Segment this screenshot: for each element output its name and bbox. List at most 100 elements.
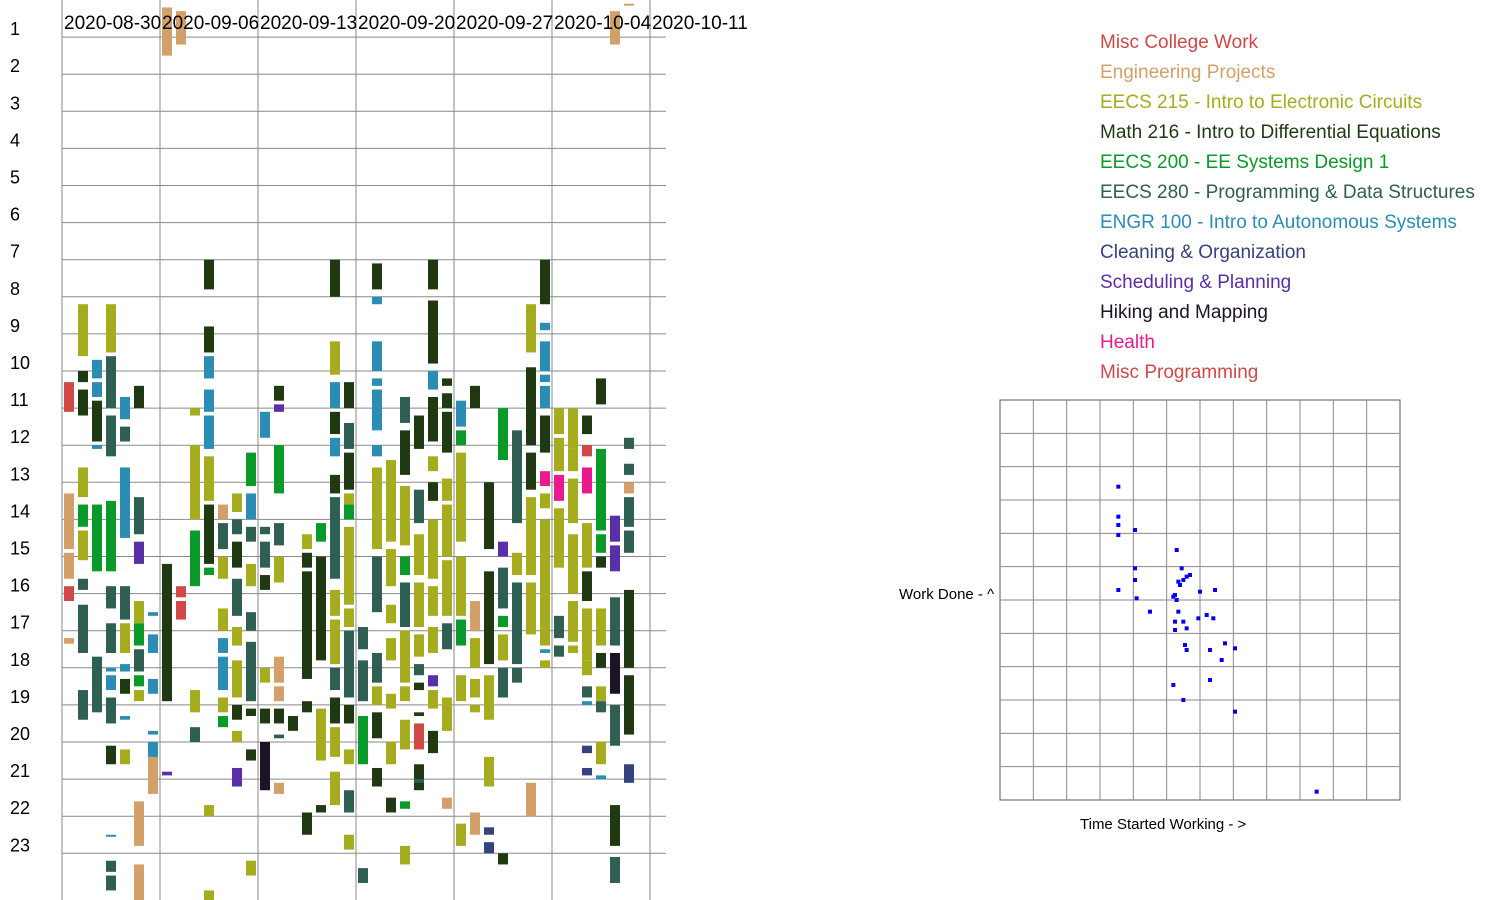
activity-block bbox=[246, 641, 256, 702]
hour-label: 4 bbox=[10, 130, 20, 150]
activity-block bbox=[232, 578, 242, 616]
activity-block bbox=[414, 723, 424, 750]
activity-block bbox=[442, 504, 452, 557]
activity-block bbox=[582, 467, 592, 494]
scatter-point bbox=[1198, 589, 1202, 594]
activity-block bbox=[512, 552, 522, 576]
activity-block bbox=[428, 396, 438, 442]
activity-block bbox=[218, 697, 228, 713]
activity-block bbox=[610, 805, 620, 846]
activity-block bbox=[568, 645, 578, 653]
activity-block bbox=[78, 578, 88, 590]
activity-block bbox=[386, 549, 396, 587]
activity-block bbox=[218, 716, 228, 728]
hour-label: 12 bbox=[10, 427, 30, 447]
scatter-point bbox=[1173, 593, 1177, 597]
activity-block bbox=[540, 415, 550, 453]
activity-block bbox=[64, 493, 74, 550]
activity-block bbox=[610, 597, 620, 646]
activity-block bbox=[372, 686, 382, 705]
activity-block bbox=[582, 745, 592, 754]
activity-block bbox=[414, 534, 424, 576]
scatter-point bbox=[1181, 619, 1186, 624]
legend-item: EECS 215 - Intro to Electronic Circuits bbox=[1100, 92, 1423, 113]
activity-block bbox=[344, 630, 354, 698]
activity-block bbox=[400, 486, 410, 546]
activity-block bbox=[64, 552, 74, 579]
activity-block bbox=[274, 445, 284, 494]
activity-block bbox=[554, 408, 564, 435]
activity-block bbox=[330, 697, 340, 724]
activity-block bbox=[456, 619, 466, 646]
hour-label: 7 bbox=[10, 242, 20, 262]
scatter-point bbox=[1211, 616, 1216, 621]
activity-block bbox=[246, 452, 256, 487]
activity-block bbox=[106, 500, 116, 572]
activity-block bbox=[120, 664, 130, 672]
activity-block bbox=[204, 890, 214, 900]
activity-block bbox=[596, 608, 606, 646]
activity-block bbox=[78, 304, 88, 357]
activity-block bbox=[624, 437, 634, 449]
activity-block bbox=[372, 467, 382, 550]
activity-block bbox=[344, 749, 354, 765]
activity-block bbox=[274, 686, 284, 702]
activity-block bbox=[134, 801, 144, 846]
activity-block bbox=[344, 422, 354, 449]
activity-block bbox=[78, 690, 88, 720]
activity-block bbox=[92, 656, 102, 713]
activity-block bbox=[498, 634, 508, 661]
scatter-point bbox=[1208, 648, 1212, 652]
scatter-point bbox=[1208, 678, 1212, 682]
activity-block bbox=[372, 378, 382, 386]
scatter-point bbox=[1233, 709, 1237, 714]
activity-block bbox=[92, 359, 102, 379]
activity-block bbox=[526, 367, 536, 446]
activity-block bbox=[526, 497, 536, 576]
hour-label: 22 bbox=[10, 798, 30, 818]
activity-block bbox=[344, 382, 354, 409]
activity-block bbox=[344, 526, 354, 605]
scatter-point bbox=[1173, 628, 1177, 632]
activity-block bbox=[260, 526, 270, 535]
legend-item: Engineering Projects bbox=[1100, 62, 1276, 83]
activity-block bbox=[204, 567, 214, 576]
activity-block bbox=[414, 415, 424, 449]
scatter-x-axis-label: Time Started Working - > bbox=[1080, 816, 1247, 833]
activity-block bbox=[470, 678, 480, 698]
activity-block bbox=[134, 541, 144, 564]
activity-block bbox=[232, 660, 242, 698]
legend-item: EECS 200 - EE Systems Design 1 bbox=[1100, 152, 1390, 173]
activity-block bbox=[106, 675, 116, 691]
activity-block bbox=[302, 552, 312, 568]
activity-block bbox=[106, 356, 116, 409]
activity-block bbox=[442, 623, 452, 650]
activity-block bbox=[78, 389, 88, 416]
hour-label: 1 bbox=[10, 19, 20, 39]
activity-block bbox=[582, 767, 592, 776]
activity-block bbox=[582, 415, 592, 435]
hour-label: 17 bbox=[10, 613, 30, 633]
legend-item: Math 216 - Intro to Differential Equatio… bbox=[1100, 122, 1441, 143]
activity-block bbox=[134, 675, 144, 687]
activity-block bbox=[64, 382, 74, 412]
activity-block bbox=[540, 385, 550, 409]
activity-block bbox=[302, 534, 312, 550]
activity-block bbox=[218, 556, 228, 579]
activity-block bbox=[456, 430, 466, 446]
activity-block bbox=[428, 626, 438, 653]
activity-block bbox=[176, 601, 186, 620]
activity-block bbox=[372, 556, 382, 613]
activity-block bbox=[218, 608, 228, 631]
activity-block bbox=[260, 742, 270, 791]
activity-block bbox=[246, 493, 256, 520]
activity-block bbox=[624, 482, 634, 494]
activity-block bbox=[442, 797, 452, 809]
hour-label: 19 bbox=[10, 687, 30, 707]
scatter-point bbox=[1133, 566, 1137, 571]
activity-block bbox=[232, 626, 242, 646]
activity-block bbox=[148, 756, 158, 794]
hour-label: 23 bbox=[10, 835, 30, 855]
scatter-point bbox=[1174, 548, 1179, 552]
